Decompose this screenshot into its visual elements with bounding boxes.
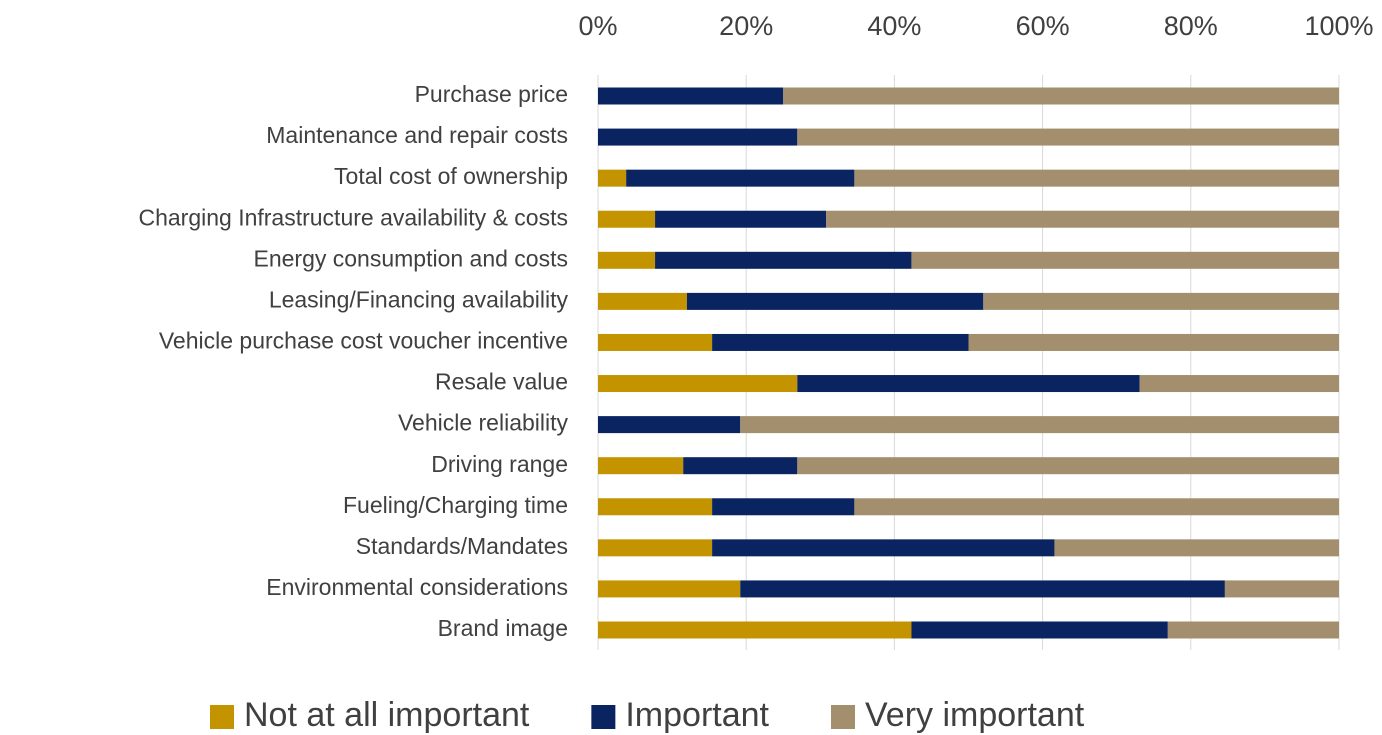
x-tick-label: 60% (1016, 11, 1070, 41)
bar-segment (598, 375, 798, 393)
bar-segment (1139, 375, 1339, 393)
bar-segment (598, 128, 798, 146)
bar-segment (911, 251, 1339, 269)
category-label: Charging Infrastructure availability & c… (138, 204, 568, 230)
x-tick-label: 100% (1304, 11, 1373, 41)
category-label: Leasing/Financing availability (269, 286, 569, 312)
category-label: Environmental considerations (266, 574, 568, 600)
bar-segment (598, 539, 713, 557)
bar-segment (598, 87, 784, 105)
bar-segment (683, 457, 798, 475)
bar-segment (740, 416, 1339, 434)
category-label: Resale value (435, 369, 568, 395)
category-label: Vehicle purchase cost voucher incentive (159, 328, 568, 354)
bar-segment (1167, 621, 1339, 639)
bar-segment (712, 498, 855, 516)
bar-segment (598, 210, 656, 228)
bar-segment (854, 498, 1339, 516)
bar-segment (598, 251, 656, 269)
category-label: Energy consumption and costs (253, 245, 568, 271)
category-label: Driving range (431, 451, 568, 477)
category-label: Maintenance and repair costs (266, 122, 568, 148)
x-tick-label: 80% (1164, 11, 1218, 41)
bar-segment (911, 621, 1168, 639)
legend-swatch (591, 705, 616, 729)
x-tick-label: 40% (867, 11, 921, 41)
category-label: Standards/Mandates (356, 533, 568, 559)
bar-segment (1054, 539, 1339, 557)
bar-segment (598, 621, 912, 639)
legend-swatch (830, 705, 855, 729)
x-tick-label: 0% (578, 11, 617, 41)
bar-segment (598, 169, 627, 187)
legend-label: Very important (865, 696, 1085, 734)
bar-segment (598, 333, 713, 351)
bar-segment (797, 375, 1140, 393)
bar-segment (826, 210, 1339, 228)
bar-segment (686, 292, 984, 310)
bar-segment (598, 292, 687, 310)
category-label: Fueling/Charging time (343, 492, 568, 518)
bar-segment (598, 457, 684, 475)
legend-swatch (210, 705, 234, 729)
bar-segment (740, 580, 1225, 598)
category-label: Total cost of ownership (334, 163, 568, 189)
bar-segment (1224, 580, 1339, 598)
category-label: Vehicle reliability (398, 410, 569, 436)
bar-segment (983, 292, 1339, 310)
legend-label: Not at all important (244, 696, 530, 734)
category-label: Purchase price (415, 81, 568, 107)
legend-label: Important (625, 696, 769, 734)
bar-segment (655, 251, 912, 269)
bar-segment (655, 210, 827, 228)
bar-segment (598, 580, 741, 598)
bar-segment (712, 539, 1055, 557)
x-tick-label: 20% (719, 11, 773, 41)
bar-segment (598, 498, 713, 516)
bar-segment (968, 333, 1339, 351)
bar-segment (797, 128, 1339, 146)
category-label: Brand image (438, 615, 568, 641)
bar-segment (797, 457, 1339, 475)
bar-segment (626, 169, 855, 187)
bar-segment (854, 169, 1339, 187)
bar-segment (712, 333, 969, 351)
bar-segment (598, 416, 741, 434)
bar-segment (783, 87, 1339, 105)
